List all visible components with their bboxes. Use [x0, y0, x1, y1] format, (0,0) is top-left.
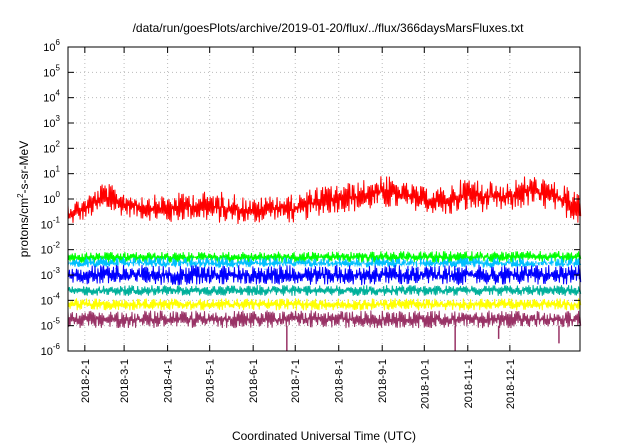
- series-line-6: [67, 298, 582, 311]
- y-tick-label: 104: [43, 89, 60, 105]
- y-tick-label: 106: [43, 38, 60, 54]
- y-tick-base: 10: [43, 143, 55, 155]
- x-axis: 2018-2-1 2018-3-1 2018-4-1 2018-5-1 2018-6-1…: [80, 47, 517, 409]
- series-layer: [67, 176, 582, 351]
- y-axis: 10-610-510-410-310-210-11001011021031041…: [41, 38, 580, 358]
- y-tick-base: 10: [43, 67, 55, 79]
- y-tick-base: 10: [41, 295, 53, 307]
- y-tick-base: 10: [43, 93, 55, 105]
- y-tick-base: 10: [41, 321, 53, 333]
- y-tick-exponent: -4: [53, 291, 61, 300]
- series-line-7: [67, 310, 582, 329]
- series-line-5: [67, 285, 582, 296]
- x-tick-label: 2018-3-1: [119, 359, 131, 403]
- x-tick-label: 2018-7-1: [290, 359, 302, 403]
- y-tick-exponent: 2: [56, 139, 61, 148]
- series-line-2: [67, 257, 582, 271]
- y-tick-label: 10-6: [41, 342, 61, 358]
- x-tick-label: 2018-9-1: [377, 359, 389, 403]
- y-tick-label: 105: [43, 63, 60, 79]
- series-line-4: [67, 264, 582, 286]
- y-tick-exponent: 3: [56, 114, 61, 123]
- y-tick-label: 103: [43, 114, 60, 130]
- chart-title: /data/run/goesPlots/archive/2019-01-20/f…: [133, 21, 525, 35]
- x-tick-label: 2018-10-1: [419, 359, 431, 409]
- series-line-0: [67, 176, 582, 225]
- y-tick-label: 10-1: [41, 215, 61, 231]
- y-tick-exponent: 5: [56, 63, 61, 72]
- x-tick-label: 2018-8-1: [334, 359, 346, 403]
- y-tick-base: 10: [41, 270, 53, 282]
- y-tick-base: 10: [43, 118, 55, 130]
- y-tick-base: 10: [43, 194, 55, 206]
- y-tick-label: 100: [43, 190, 60, 206]
- y-tick-exponent: 4: [56, 89, 61, 98]
- y-tick-base: 10: [43, 42, 55, 54]
- y-tick-label: 101: [43, 165, 60, 181]
- y-tick-label: 10-2: [41, 241, 61, 257]
- y-tick-label: 10-3: [41, 266, 61, 282]
- y-axis-label-pre: protons/cm: [17, 198, 31, 257]
- x-tick-label: 2018-11-1: [463, 359, 475, 408]
- x-tick-label: 2018-6-1: [248, 359, 260, 403]
- series-line-1: [67, 250, 582, 263]
- y-axis-label-sup: 2: [16, 193, 25, 198]
- y-axis-label-post: -s-sr-MeV: [17, 141, 31, 194]
- series-line-3: [67, 262, 582, 274]
- y-tick-exponent: 0: [56, 190, 61, 199]
- x-tick-label: 2018-4-1: [163, 359, 175, 403]
- x-tick-label: 2018-2-1: [80, 359, 92, 403]
- y-tick-base: 10: [43, 169, 55, 181]
- x-tick-label: 2018-12-1: [505, 359, 517, 409]
- y-tick-base: 10: [41, 346, 53, 358]
- x-tick-label: 2018-5-1: [205, 359, 217, 403]
- x-axis-label: Coordinated Universal Time (UTC): [232, 429, 416, 443]
- y-tick-exponent: -2: [53, 241, 61, 250]
- y-tick-exponent: 1: [56, 165, 61, 174]
- y-tick-exponent: -5: [53, 317, 61, 326]
- y-tick-exponent: -6: [53, 342, 61, 351]
- y-tick-label: 102: [43, 139, 60, 155]
- y-tick-exponent: 6: [56, 38, 61, 47]
- y-tick-base: 10: [41, 219, 53, 231]
- y-tick-base: 10: [41, 245, 53, 257]
- y-tick-label: 10-5: [41, 317, 61, 333]
- y-tick-exponent: -3: [53, 266, 61, 275]
- y-tick-exponent: -1: [53, 215, 61, 224]
- y-tick-label: 10-4: [41, 291, 61, 307]
- y-axis-label: protons/cm2-s-sr-MeV: [16, 141, 31, 257]
